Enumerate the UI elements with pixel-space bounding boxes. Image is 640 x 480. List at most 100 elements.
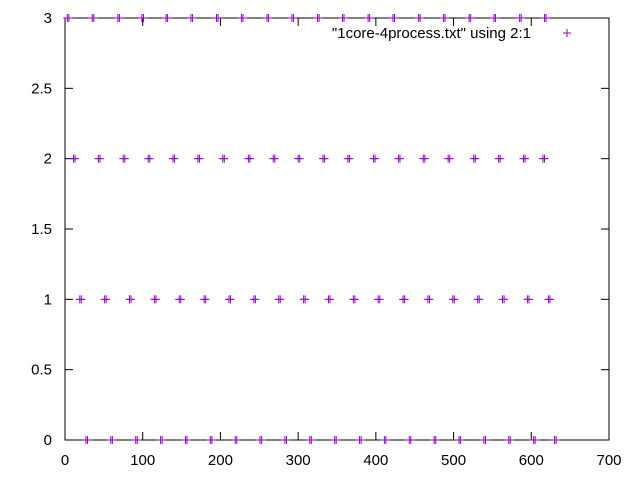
data-point bbox=[139, 14, 148, 22]
legend-marker bbox=[563, 29, 571, 37]
y-tick-label: 0.5 bbox=[31, 362, 52, 379]
data-point bbox=[120, 154, 129, 163]
y-tick-label: 2.5 bbox=[31, 80, 52, 97]
data-point bbox=[400, 295, 409, 304]
data-point bbox=[390, 14, 399, 22]
data-point bbox=[102, 295, 111, 304]
data-point bbox=[238, 14, 247, 22]
data-point bbox=[345, 154, 354, 163]
data-point bbox=[350, 295, 359, 304]
data-point bbox=[257, 436, 266, 444]
data-point bbox=[406, 436, 415, 444]
y-tick-label: 2 bbox=[44, 151, 52, 168]
y-tick-label: 1 bbox=[44, 291, 52, 308]
data-point bbox=[450, 295, 459, 304]
x-tick-label: 500 bbox=[441, 452, 466, 469]
data-point bbox=[500, 295, 509, 304]
plot-frame bbox=[64, 17, 610, 441]
data-point bbox=[425, 295, 434, 304]
data-point bbox=[183, 436, 192, 444]
data-point bbox=[83, 436, 92, 444]
data-point bbox=[289, 14, 298, 22]
y-tick-label: 0 bbox=[44, 432, 52, 449]
data-point bbox=[481, 436, 490, 444]
data-point bbox=[226, 295, 235, 304]
data-point bbox=[531, 436, 540, 444]
data-point bbox=[542, 14, 551, 22]
legend: "1core-4process.txt" using 2:1 bbox=[332, 25, 571, 42]
data-point bbox=[517, 14, 526, 22]
data-point bbox=[491, 14, 500, 22]
legend-plus-marker bbox=[563, 29, 571, 37]
data-point bbox=[320, 154, 329, 163]
data-point bbox=[524, 295, 533, 304]
data-point bbox=[395, 154, 404, 163]
data-point bbox=[95, 154, 104, 163]
x-tick-label: 300 bbox=[286, 452, 311, 469]
data-point bbox=[471, 154, 480, 163]
data-point bbox=[545, 295, 554, 304]
data-point bbox=[108, 436, 117, 444]
x-tick-label: 0 bbox=[61, 452, 69, 469]
data-point bbox=[326, 295, 335, 304]
x-tick-label: 100 bbox=[130, 452, 155, 469]
data-point bbox=[431, 436, 440, 444]
data-point bbox=[207, 436, 216, 444]
data-points bbox=[63, 14, 561, 444]
data-point bbox=[282, 436, 291, 444]
data-point bbox=[251, 295, 260, 304]
data-point bbox=[332, 436, 341, 444]
data-point bbox=[315, 14, 324, 22]
data-point bbox=[232, 436, 241, 444]
data-point bbox=[163, 14, 172, 22]
data-point bbox=[214, 14, 223, 22]
data-point bbox=[195, 154, 204, 163]
x-axis: 0 100 200 300 400 500 600 700 bbox=[61, 18, 622, 469]
data-point bbox=[71, 154, 80, 163]
data-point bbox=[301, 295, 310, 304]
data-point bbox=[365, 14, 374, 22]
data-point bbox=[445, 154, 454, 163]
x-tick-label: 600 bbox=[519, 452, 544, 469]
data-point bbox=[158, 436, 167, 444]
data-point bbox=[170, 154, 179, 163]
data-point bbox=[151, 295, 160, 304]
data-point bbox=[475, 295, 484, 304]
data-point bbox=[339, 14, 348, 22]
data-point bbox=[496, 154, 505, 163]
x-tick-label: 700 bbox=[596, 452, 621, 469]
data-point bbox=[220, 154, 229, 163]
data-point bbox=[441, 14, 450, 22]
data-point bbox=[127, 295, 136, 304]
data-point bbox=[270, 154, 279, 163]
data-point bbox=[375, 295, 384, 304]
data-point bbox=[540, 154, 549, 163]
data-point bbox=[64, 14, 73, 22]
data-point bbox=[381, 436, 390, 444]
data-point bbox=[176, 295, 185, 304]
data-point bbox=[295, 154, 304, 163]
data-point bbox=[357, 436, 366, 444]
data-point bbox=[77, 295, 86, 304]
data-point bbox=[276, 295, 285, 304]
data-point bbox=[145, 154, 154, 163]
y-tick-label: 1.5 bbox=[31, 221, 52, 238]
data-point bbox=[552, 436, 561, 444]
data-point bbox=[201, 295, 210, 304]
data-point bbox=[416, 14, 425, 22]
data-point bbox=[89, 14, 98, 22]
data-point bbox=[506, 436, 515, 444]
data-point bbox=[371, 154, 380, 163]
data-point bbox=[456, 436, 465, 444]
data-point bbox=[133, 436, 142, 444]
data-point bbox=[188, 14, 197, 22]
data-point bbox=[466, 14, 475, 22]
legend-label: "1core-4process.txt" using 2:1 bbox=[332, 25, 531, 42]
x-tick-label: 200 bbox=[208, 452, 233, 469]
data-point bbox=[521, 154, 530, 163]
x-tick-label: 400 bbox=[363, 452, 388, 469]
y-axis: 0 0.5 1 1.5 2 2.5 3 bbox=[31, 10, 609, 449]
data-point bbox=[420, 154, 429, 163]
data-point bbox=[115, 14, 124, 22]
